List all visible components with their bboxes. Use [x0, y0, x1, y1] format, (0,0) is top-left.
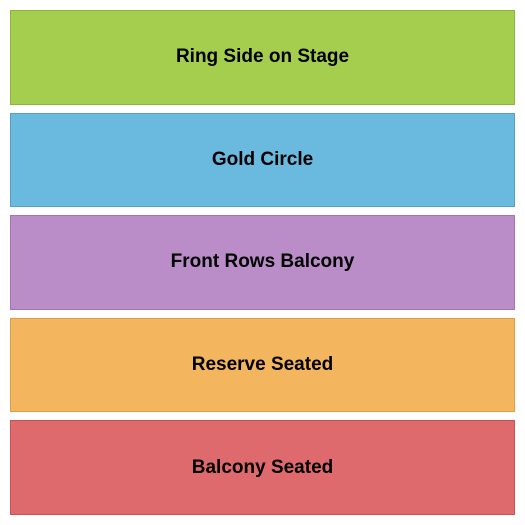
section-label: Front Rows Balcony: [171, 251, 355, 273]
section-reserve-seated: Reserve Seated: [10, 318, 515, 413]
section-label: Reserve Seated: [192, 354, 334, 376]
section-label: Ring Side on Stage: [176, 46, 349, 68]
section-gold-circle: Gold Circle: [10, 113, 515, 208]
section-label: Gold Circle: [212, 149, 313, 171]
section-balcony-seated: Balcony Seated: [10, 420, 515, 515]
section-ringside: Ring Side on Stage: [10, 10, 515, 105]
section-front-balcony: Front Rows Balcony: [10, 215, 515, 310]
seating-chart: Ring Side on Stage Gold Circle Front Row…: [10, 10, 515, 515]
section-label: Balcony Seated: [192, 457, 334, 479]
